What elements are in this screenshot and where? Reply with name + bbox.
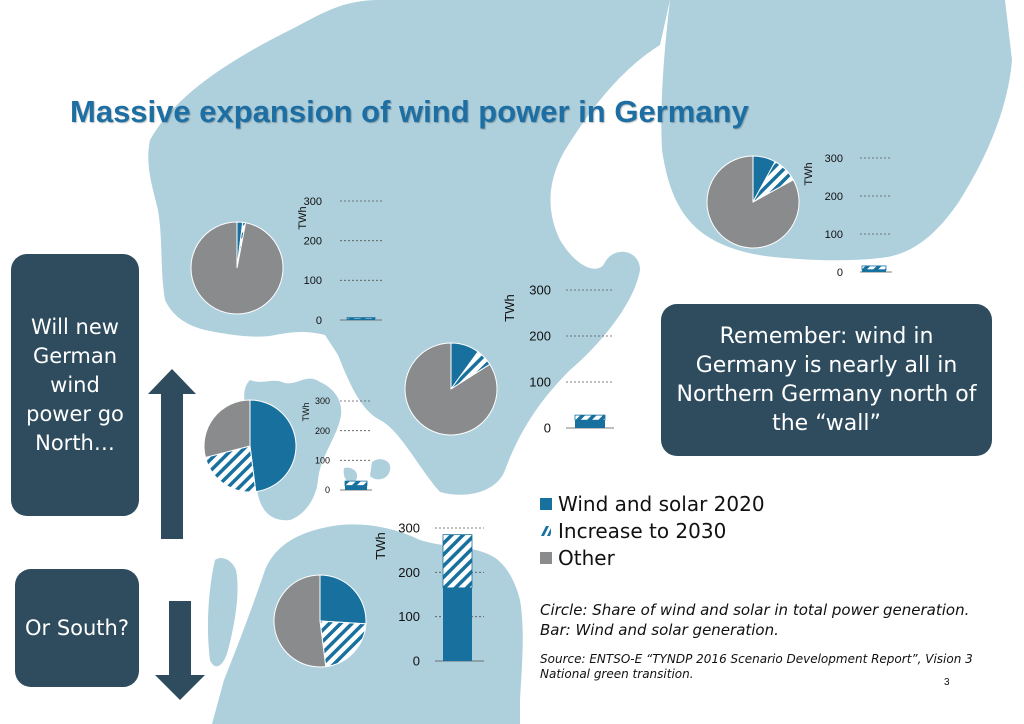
source-line: National green transition. (540, 667, 694, 681)
bar-segment (574, 414, 606, 421)
callout-north: Will new German wind power go North… (11, 254, 139, 516)
bar-tick-label: 0 (325, 485, 330, 495)
bar-ylabel: TWh (373, 532, 388, 559)
legend-item: Wind and solar 2020 (540, 490, 765, 517)
bar-tick-label: 200 (315, 426, 330, 436)
bar-segment (862, 269, 886, 272)
bar-tick-label: 100 (825, 229, 843, 241)
chart-note: Circle: Share of wind and solar in total… (540, 600, 969, 640)
source-line: Source: ENTSO-E “TYNDP 2016 Scenario Dev… (540, 652, 973, 666)
pie-slice (203, 399, 251, 459)
legend-swatch-grey (540, 551, 552, 564)
legend-label: Wind and solar 2020 (558, 491, 765, 516)
bar-ylabel: TWh (502, 294, 517, 321)
bar-ylabel: TWh (297, 206, 309, 229)
pie-slice (204, 445, 257, 493)
coast-strip (207, 558, 238, 667)
bar-tick-label: 300 (398, 521, 420, 536)
note-circle: Circle: Share of wind and solar in total… (540, 601, 970, 619)
arrow-down-icon (155, 601, 205, 700)
pie-slice (273, 574, 327, 668)
bar-tick-label: 200 (398, 565, 420, 580)
bar-segment (443, 587, 472, 661)
pie-slice (249, 399, 297, 493)
bar-ylabel: TWh (803, 162, 815, 185)
bar-tick-label: 0 (544, 421, 551, 436)
danish-island (343, 467, 358, 483)
bar-tick-label: 300 (529, 283, 551, 298)
bar-tick-label: 0 (837, 267, 843, 279)
bar-segment (347, 318, 375, 320)
charts-layer: 0100200300TWh0100200300TWh0100200300TWh0… (190, 153, 892, 669)
bar-segment (344, 480, 368, 486)
bar-tick-label: 0 (413, 654, 420, 669)
bar-ylabel: TWh (301, 403, 311, 422)
bar-tick-label: 300 (825, 153, 843, 165)
bar-segment (345, 485, 367, 490)
legend-item: Increase to 2030 (540, 517, 765, 544)
bar-segment (346, 317, 376, 320)
legend: Wind and solar 2020 Increase to 2030 Oth… (540, 490, 765, 571)
pie-slice (319, 620, 367, 668)
bar-tick-label: 100 (304, 275, 322, 287)
bar-segment (575, 420, 605, 428)
bar-tick-label: 300 (315, 396, 330, 406)
bar-tick-label: 200 (529, 329, 551, 344)
legend-label: Increase to 2030 (558, 518, 727, 543)
pie-slice (190, 221, 284, 315)
pie-slice (706, 155, 800, 249)
pie-slice (319, 574, 367, 625)
legend-swatch-hatched (540, 524, 552, 537)
callout-remember: Remember: wind in Germany is nearly all … (661, 304, 992, 456)
note-bar: Bar: Wind and solar generation. (540, 621, 779, 639)
bar-tick-label: 100 (315, 455, 330, 465)
bar-tick-label: 100 (398, 609, 420, 624)
bar-tick-label: 300 (304, 196, 322, 208)
legend-label: Other (558, 545, 615, 570)
legend-item: Other (540, 544, 765, 571)
page-number: 3 (944, 677, 950, 688)
scandinavia-landmass (148, 0, 670, 495)
bar-tick-label: 200 (304, 236, 322, 248)
bar-tick-label: 0 (316, 315, 322, 327)
arrow-up-icon (148, 369, 196, 539)
page-title: Massive expansion of wind power in Germa… (70, 94, 749, 129)
bar-tick-label: 200 (825, 191, 843, 203)
danish-island (370, 459, 391, 480)
germany-landmass (212, 524, 523, 724)
legend-swatch-solid (540, 497, 552, 510)
bar-segment (442, 534, 473, 589)
bar-segment (861, 265, 887, 271)
bar-tick-label: 100 (529, 375, 551, 390)
callout-south: Or South? (15, 569, 139, 687)
pie-slice (404, 342, 498, 436)
source-note: Source: ENTSO-E “TYNDP 2016 Scenario Dev… (540, 652, 973, 682)
